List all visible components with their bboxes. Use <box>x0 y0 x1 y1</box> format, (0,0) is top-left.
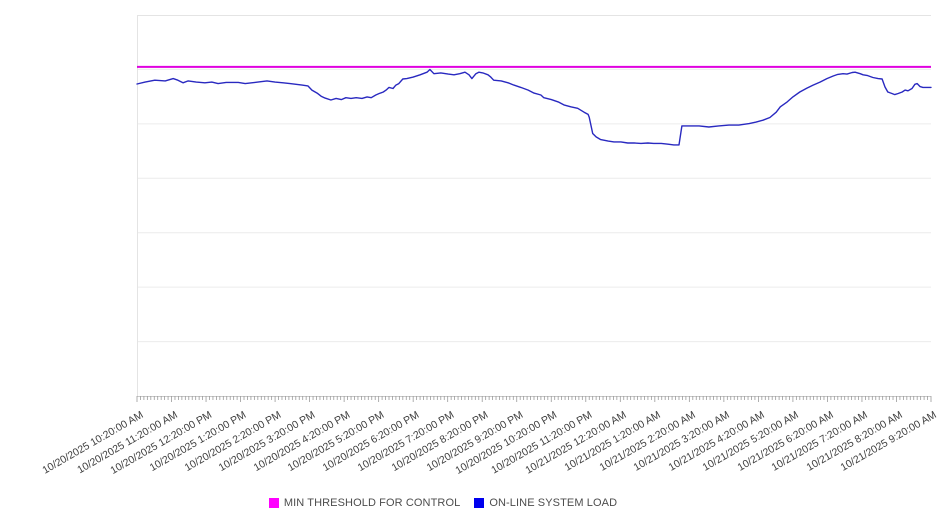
load-line <box>136 68 932 146</box>
legend-item-load[interactable]: ON-LINE SYSTEM LOAD <box>474 497 617 509</box>
threshold-swatch-icon <box>268 498 279 508</box>
legend-label-load: ON-LINE SYSTEM LOAD <box>489 497 618 509</box>
legend-label-threshold: MIN THRESHOLD FOR CONTROL <box>283 497 461 509</box>
legend-item-threshold[interactable]: MIN THRESHOLD FOR CONTROL <box>268 497 461 509</box>
legend: MIN THRESHOLD FOR CONTROL ON-LINE SYSTEM… <box>0 497 886 509</box>
load-swatch-icon <box>474 498 485 508</box>
